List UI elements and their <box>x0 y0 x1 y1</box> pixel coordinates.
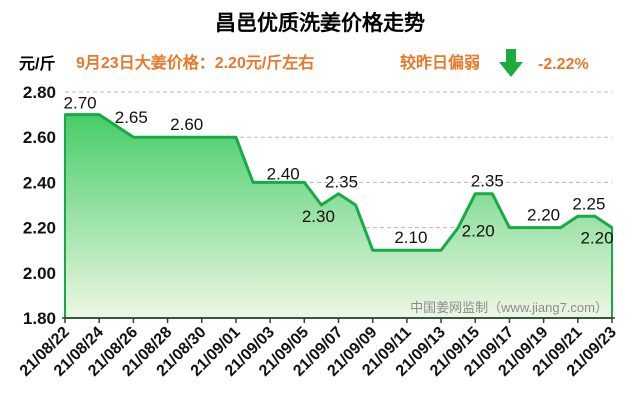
data-label: 2.20 <box>580 229 613 248</box>
plot-area <box>64 112 613 319</box>
y-axis-unit: 元/斤 <box>19 55 55 73</box>
data-label: 2.65 <box>115 108 148 127</box>
data-point <box>541 225 547 231</box>
data-label: 2.20 <box>527 206 560 225</box>
y-tick-label: 1.80 <box>23 309 56 328</box>
data-label: 2.10 <box>394 228 427 247</box>
data-label: 2.60 <box>170 115 203 134</box>
data-point <box>524 225 530 231</box>
data-point <box>148 134 154 140</box>
data-point <box>130 134 136 140</box>
trend-label: 较昨日偏弱 <box>400 53 480 72</box>
data-label: 2.35 <box>471 172 504 191</box>
y-tick-label: 2.00 <box>23 264 56 283</box>
data-label: 2.25 <box>572 194 605 213</box>
data-point <box>575 213 581 219</box>
data-label: 2.70 <box>64 94 97 113</box>
data-point <box>165 134 171 140</box>
change-percent: -2.22% <box>538 56 589 73</box>
data-point <box>182 134 188 140</box>
data-label: 2.40 <box>267 164 300 183</box>
chart-title: 昌邑优质洗姜价格走势 <box>215 11 425 35</box>
data-label: 2.20 <box>462 222 495 241</box>
data-point <box>455 225 461 231</box>
data-label: 2.30 <box>302 207 335 226</box>
series-line <box>65 113 613 252</box>
data-point <box>353 202 359 208</box>
data-point <box>421 247 427 253</box>
data-point <box>301 179 307 185</box>
data-point <box>250 179 256 185</box>
data-point <box>370 247 376 253</box>
y-tick-label: 2.80 <box>23 83 56 102</box>
price-note: 9月23日大姜价格：2.20元/斤左右 <box>76 53 314 72</box>
data-point <box>489 191 495 197</box>
data-point <box>506 225 512 231</box>
x-axis: 21/08/2221/08/2421/08/2621/08/2821/08/30… <box>17 317 620 380</box>
data-point <box>216 134 222 140</box>
data-labels: 2.70 2.65 2.60 2.40 2.30 2.35 2.10 2.20 2.35 2.20… <box>64 94 614 248</box>
data-point <box>233 134 239 140</box>
data-point <box>558 225 564 231</box>
data-point <box>592 213 598 219</box>
data-point <box>438 247 444 253</box>
data-point <box>96 112 102 118</box>
down-arrow-icon <box>499 49 523 77</box>
data-point <box>199 134 205 140</box>
y-axis: 1.80 2.00 2.20 2.40 2.60 2.80 <box>23 83 56 328</box>
y-tick-label: 2.40 <box>23 173 56 192</box>
data-label: 2.35 <box>325 173 358 192</box>
y-tick-label: 2.20 <box>23 219 56 238</box>
data-point <box>472 191 478 197</box>
data-point <box>404 247 410 253</box>
y-tick-label: 2.60 <box>23 128 56 147</box>
watermark: 中国姜网监制（www.jiang7.com） <box>410 300 608 315</box>
data-point <box>387 247 393 253</box>
